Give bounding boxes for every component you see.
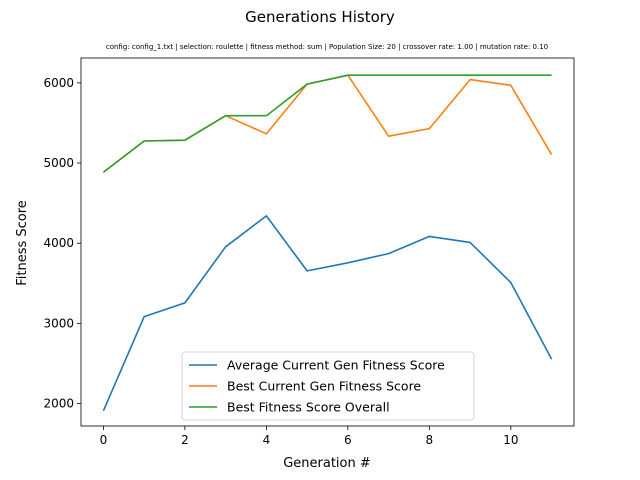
x-tick-label: 2 bbox=[181, 433, 189, 447]
y-tick-label: 2000 bbox=[43, 397, 74, 411]
y-axis-label: Fitness Score bbox=[15, 200, 30, 286]
x-tick-label: 0 bbox=[100, 433, 108, 447]
plot-area bbox=[80, 57, 575, 427]
y-tick-label: 5000 bbox=[43, 156, 74, 170]
plot-frame bbox=[80, 57, 575, 427]
series-line-2 bbox=[102, 74, 553, 173]
legend: Average Current Gen Fitness Score Best Cu… bbox=[181, 351, 475, 421]
chart-title: Generations History bbox=[245, 8, 395, 26]
y-tick-label: 6000 bbox=[43, 76, 74, 90]
y-tick-label: 3000 bbox=[43, 316, 74, 330]
series-lines bbox=[102, 74, 553, 412]
x-tick-label: 10 bbox=[503, 433, 518, 447]
y-axis-ticks: 2000 3000 4000 5000 6000 bbox=[43, 76, 81, 411]
series-line-1 bbox=[102, 215, 553, 412]
legend-box bbox=[181, 351, 475, 421]
legend-label: Best Fitness Score Overall bbox=[227, 400, 390, 415]
series-line-3 bbox=[102, 74, 552, 173]
x-axis-label: Generation # bbox=[283, 456, 371, 471]
y-tick-label: 4000 bbox=[43, 236, 74, 250]
legend-label: Average Current Gen Fitness Score bbox=[227, 358, 445, 373]
x-axis-ticks: 0 2 4 6 8 10 bbox=[100, 426, 518, 447]
chart-subtitle: config: config_1.txt | selection: roulet… bbox=[106, 43, 548, 51]
legend-label: Best Current Gen Fitness Score bbox=[227, 379, 421, 394]
x-tick-label: 4 bbox=[263, 433, 271, 447]
x-tick-label: 8 bbox=[426, 433, 434, 447]
x-tick-label: 6 bbox=[344, 433, 352, 447]
